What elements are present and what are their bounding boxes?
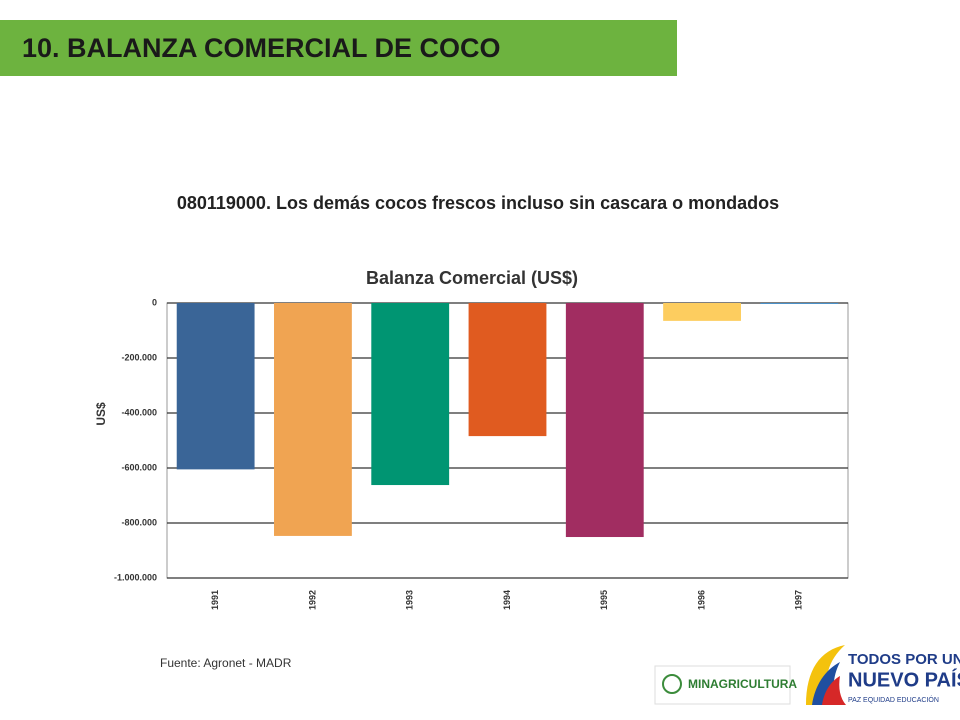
bar [760, 303, 839, 304]
chart-title: Balanza Comercial (US$) [366, 268, 578, 288]
y-tick-label: -600.000 [121, 462, 157, 472]
flag-red [822, 676, 846, 705]
source: Fuente: Agronet - MADR [160, 656, 292, 670]
x-tick-label: 1996 [696, 590, 706, 610]
ministry-emblem [662, 674, 682, 694]
y-tick-label: -1.000.000 [114, 572, 157, 582]
header-title: 10. BALANZA COMERCIAL DE COCO [22, 33, 501, 63]
subtitle: 080119000. Los demás cocos frescos inclu… [177, 193, 779, 213]
y-tick-label: -400.000 [121, 407, 157, 417]
bar [274, 303, 352, 536]
logo-line2: NUEVO PAÍS [848, 668, 960, 691]
logo-line1: TODOS POR UN [848, 651, 960, 668]
y-axis-label: US$ [94, 402, 108, 426]
y-tick-label: -200.000 [121, 352, 157, 362]
x-tick-label: 1991 [210, 590, 220, 610]
ministry-logo-box [654, 665, 791, 705]
bar [663, 303, 741, 321]
header-bar [0, 20, 677, 76]
bar [468, 303, 547, 437]
x-tick-label: 1993 [405, 590, 415, 610]
x-tick-label: 1994 [502, 590, 512, 610]
ministry-logo: MINAGRICULTURA [688, 677, 797, 691]
x-tick-label: 1995 [599, 590, 609, 610]
y-tick-label: 0 [152, 297, 157, 307]
x-tick-label: 1997 [794, 590, 804, 610]
bar [371, 303, 450, 486]
bar [565, 303, 644, 538]
x-tick-label: 1992 [307, 590, 317, 610]
y-tick-label: -800.000 [121, 517, 157, 527]
bar [176, 303, 255, 470]
logo-line3: PAZ EQUIDAD EDUCACIÓN [848, 695, 939, 704]
